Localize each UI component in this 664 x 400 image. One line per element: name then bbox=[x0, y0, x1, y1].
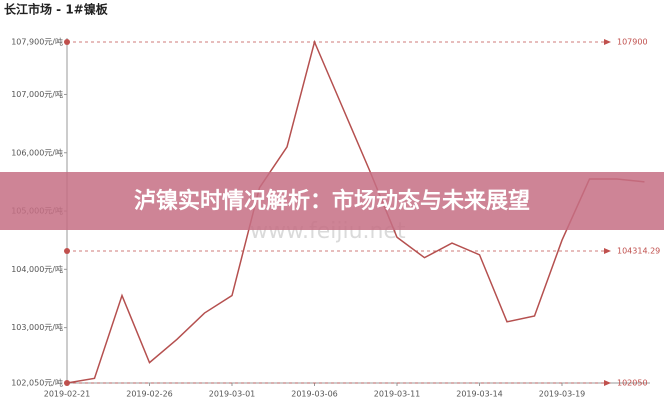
mark-dot bbox=[64, 248, 70, 255]
mark-line-label: 104314.29 bbox=[617, 247, 660, 256]
x-tick-label: 2019-03-01 bbox=[209, 390, 256, 399]
mark-arrow bbox=[604, 39, 611, 45]
y-tick-label: 107,000元/吨 bbox=[11, 89, 63, 99]
y-tick-label: 107,900元/吨 bbox=[11, 37, 63, 47]
x-tick-label: 2019-03-11 bbox=[374, 390, 421, 399]
banner-band bbox=[0, 172, 664, 230]
chart-title: 长江市场 - 1#镍板 bbox=[4, 2, 109, 17]
mark-dot bbox=[64, 39, 70, 45]
x-tick-label: 2019-03-06 bbox=[291, 390, 338, 399]
mark-line-label: 102050 bbox=[617, 379, 648, 388]
mark-arrow bbox=[604, 380, 611, 386]
x-tick-label: 2019-03-14 bbox=[456, 390, 503, 399]
y-tick-label: 106,000元/吨 bbox=[11, 147, 63, 157]
y-tick-label: 102,050元/吨 bbox=[11, 378, 63, 388]
banner-text: 泸镍实时情况解析：市场动态与未来展望 bbox=[134, 188, 530, 214]
x-tick-label: 2019-02-26 bbox=[126, 390, 173, 399]
line bbox=[66, 39, 645, 384]
x-tick-label: 2019-03-19 bbox=[539, 390, 586, 399]
y-tick-label: 104,000元/吨 bbox=[11, 264, 63, 274]
y-tick-label: 103,000元/吨 bbox=[11, 322, 63, 332]
mark-arrow bbox=[604, 248, 611, 255]
x-tick-label: 2019-02-21 bbox=[44, 390, 91, 399]
mark-line-label: 107900 bbox=[617, 38, 648, 47]
